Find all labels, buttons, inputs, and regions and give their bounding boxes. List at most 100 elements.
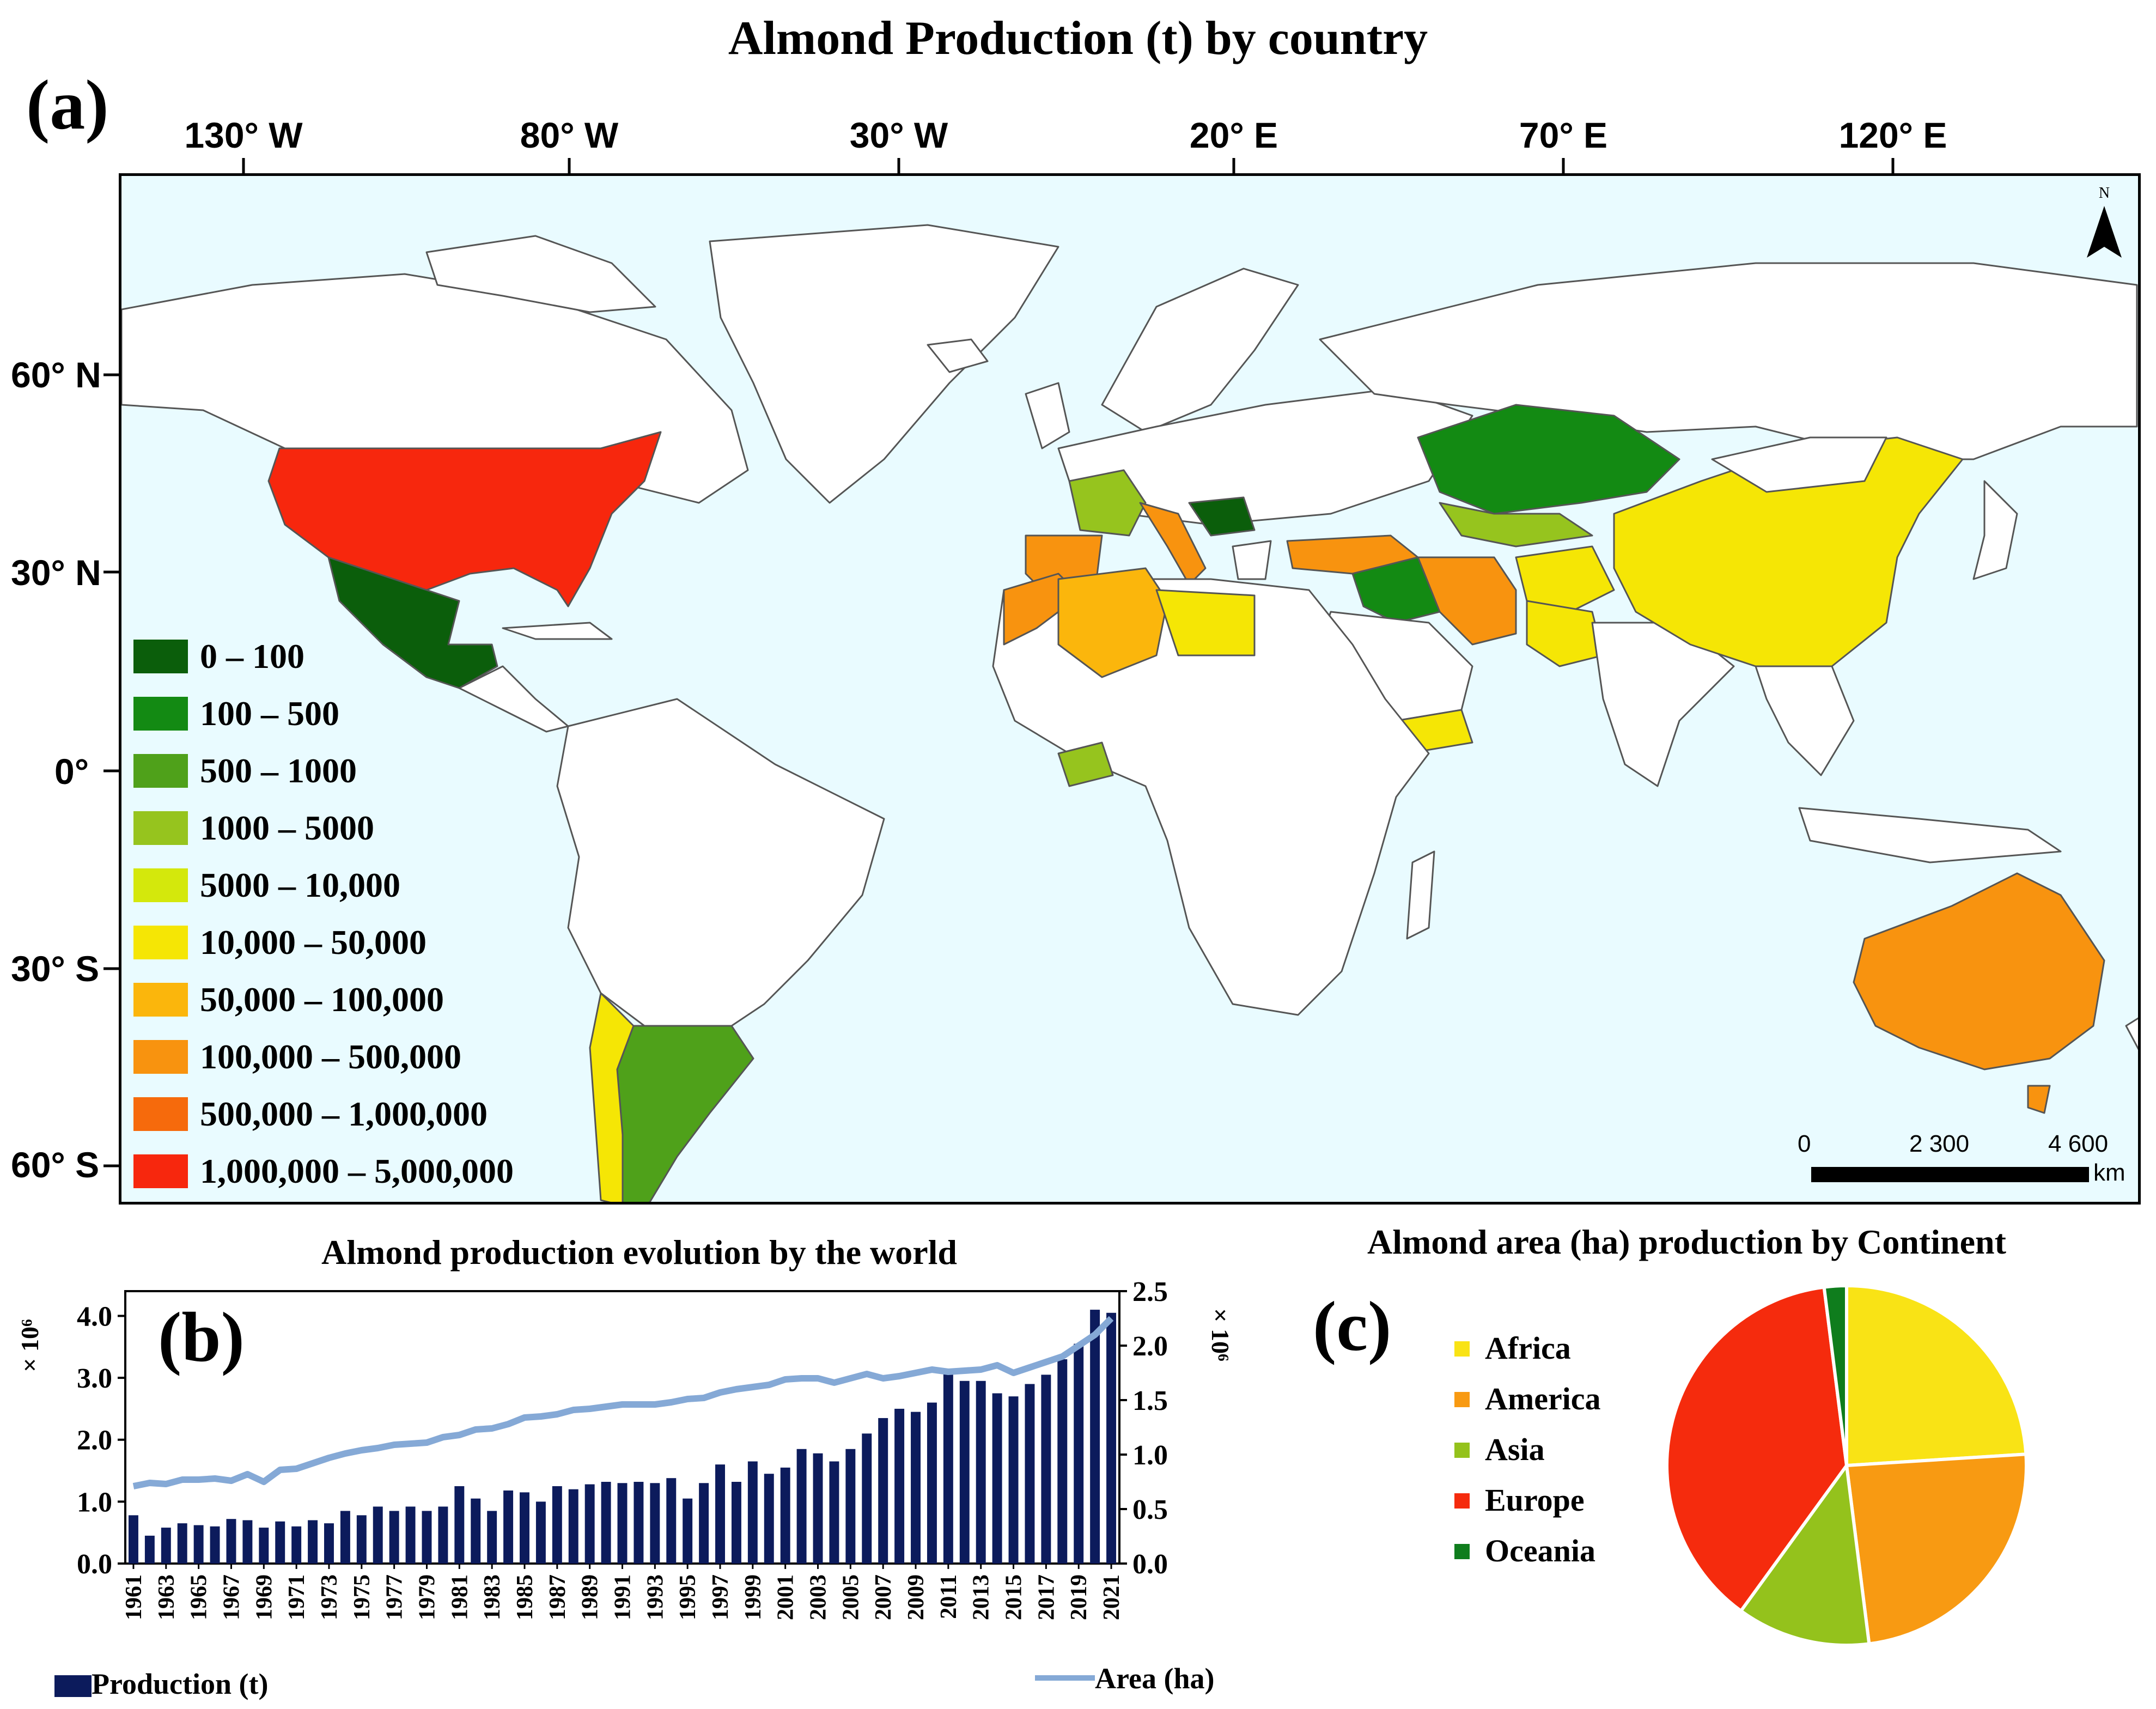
x-tick-label: 1987 (545, 1574, 570, 1620)
production-bar (568, 1489, 578, 1564)
production-bar (747, 1461, 758, 1564)
france (1068, 469, 1147, 537)
chart-c-title: Almond area (ha) production by Continent (1367, 1223, 2006, 1261)
central-asia (1439, 502, 1593, 548)
pie-slice-america (1844, 1452, 2028, 1646)
uk (1025, 382, 1070, 449)
legend-swatch (133, 1040, 188, 1074)
production-bar (487, 1511, 497, 1564)
madagascar (1406, 850, 1435, 940)
x-tick-label: 1993 (643, 1574, 668, 1620)
right-tick-label: 1.0 (1132, 1440, 1168, 1471)
legend-swatch (133, 983, 188, 1017)
left-axis-multiplier: × 10⁶ (16, 1319, 44, 1372)
new-zealand (2125, 1017, 2138, 1050)
mongolia (1711, 436, 1887, 493)
production-bar (340, 1511, 350, 1564)
australia (1853, 872, 2105, 1071)
balkans (1188, 496, 1256, 537)
scale-tick-2300: 2 300 (1909, 1130, 1970, 1157)
scale-tick-0: 0 (1798, 1130, 1811, 1157)
pie-legend-swatch (1454, 1544, 1470, 1559)
production-bar (1106, 1312, 1117, 1564)
production-bar (242, 1520, 253, 1564)
x-tick-label: 2001 (774, 1574, 799, 1620)
legend-swatch (133, 811, 188, 845)
x-tick-label: 2005 (838, 1574, 863, 1620)
production-bar (422, 1511, 432, 1564)
legend-swatch (133, 754, 188, 788)
x-tick-label: 2017 (1034, 1574, 1059, 1620)
continent-pie (1665, 1284, 2028, 1647)
right-tick-label: 2.0 (1132, 1331, 1168, 1362)
west-africa (1057, 741, 1114, 787)
chart-b-title: Almond production evolution by the world (321, 1233, 957, 1272)
production-bar (813, 1453, 823, 1564)
production-bar (226, 1519, 236, 1564)
x-tick-label: 1971 (284, 1574, 309, 1620)
production-bar (878, 1418, 888, 1564)
pie-slice-asia (1738, 1461, 1871, 1647)
production-bar (1041, 1375, 1051, 1564)
world-map: N (119, 173, 2141, 1205)
libya (1155, 589, 1256, 656)
legend-production: Production (t) (54, 1667, 268, 1701)
right-tick-label: 0.0 (1132, 1549, 1168, 1580)
cuba (502, 622, 613, 640)
x-tick-label: 2015 (1002, 1574, 1027, 1620)
production-bar (927, 1402, 937, 1564)
x-tick-label: 1969 (252, 1574, 277, 1620)
lon-label-20e: 20° E (1189, 115, 1278, 155)
production-bar (617, 1483, 628, 1564)
production-bar (976, 1380, 986, 1564)
indonesia (1798, 807, 2062, 863)
production-bar (764, 1474, 774, 1564)
production-bar (259, 1528, 269, 1564)
x-tick-label: 1965 (187, 1574, 212, 1620)
x-tick-label: 1997 (708, 1574, 733, 1620)
x-tick-label: 1967 (219, 1574, 244, 1620)
production-bar (911, 1412, 921, 1564)
x-tick-label: 1983 (480, 1574, 505, 1620)
production-bar (177, 1523, 187, 1564)
production-bar (454, 1486, 465, 1564)
right-tick-label: 2.5 (1132, 1276, 1168, 1307)
production-bar (161, 1528, 171, 1564)
legend-area: Area (ha) (1035, 1662, 1214, 1695)
legend-label: 1000 – 5000 (200, 808, 374, 847)
production-bar (699, 1483, 709, 1564)
scale-bar (1811, 1167, 2089, 1182)
graticule-ticks (103, 158, 1895, 1167)
production-bar (356, 1515, 367, 1564)
x-tick-label: 1961 (121, 1574, 147, 1620)
afghanistan (1515, 545, 1615, 613)
italy (1139, 502, 1207, 586)
pie-legend-label: Asia (1485, 1432, 1545, 1467)
lon-label-70e: 70° E (1519, 115, 1608, 155)
scale-unit: km (2093, 1159, 2125, 1186)
production-bar (275, 1521, 285, 1564)
x-tick-label: 1989 (578, 1574, 603, 1620)
greenland (709, 224, 1059, 504)
right-tick-label: 1.5 (1132, 1385, 1168, 1416)
production-bar (308, 1520, 318, 1564)
mexico (327, 556, 498, 689)
production-bar (324, 1523, 334, 1564)
production-bar (683, 1498, 693, 1564)
lat-label-30n: 30° N (11, 552, 101, 593)
production-bar (959, 1380, 970, 1564)
x-tick-label: 2007 (871, 1574, 896, 1620)
pie-legend-label: America (1485, 1381, 1601, 1416)
x-tick-label: 2019 (1067, 1574, 1092, 1620)
production-bar (634, 1482, 644, 1564)
x-tick-label: 1999 (741, 1574, 766, 1620)
x-tick-label: 1975 (350, 1574, 375, 1620)
legend-swatch (133, 697, 188, 731)
production-bar (715, 1464, 725, 1564)
production-bar (584, 1484, 595, 1564)
left-tick-label: 3.0 (77, 1363, 112, 1394)
left-tick-label: 0.0 (77, 1549, 112, 1580)
pie-legend-swatch (1454, 1341, 1470, 1357)
legend-swatch (133, 926, 188, 959)
north-label: N (2099, 185, 2110, 202)
